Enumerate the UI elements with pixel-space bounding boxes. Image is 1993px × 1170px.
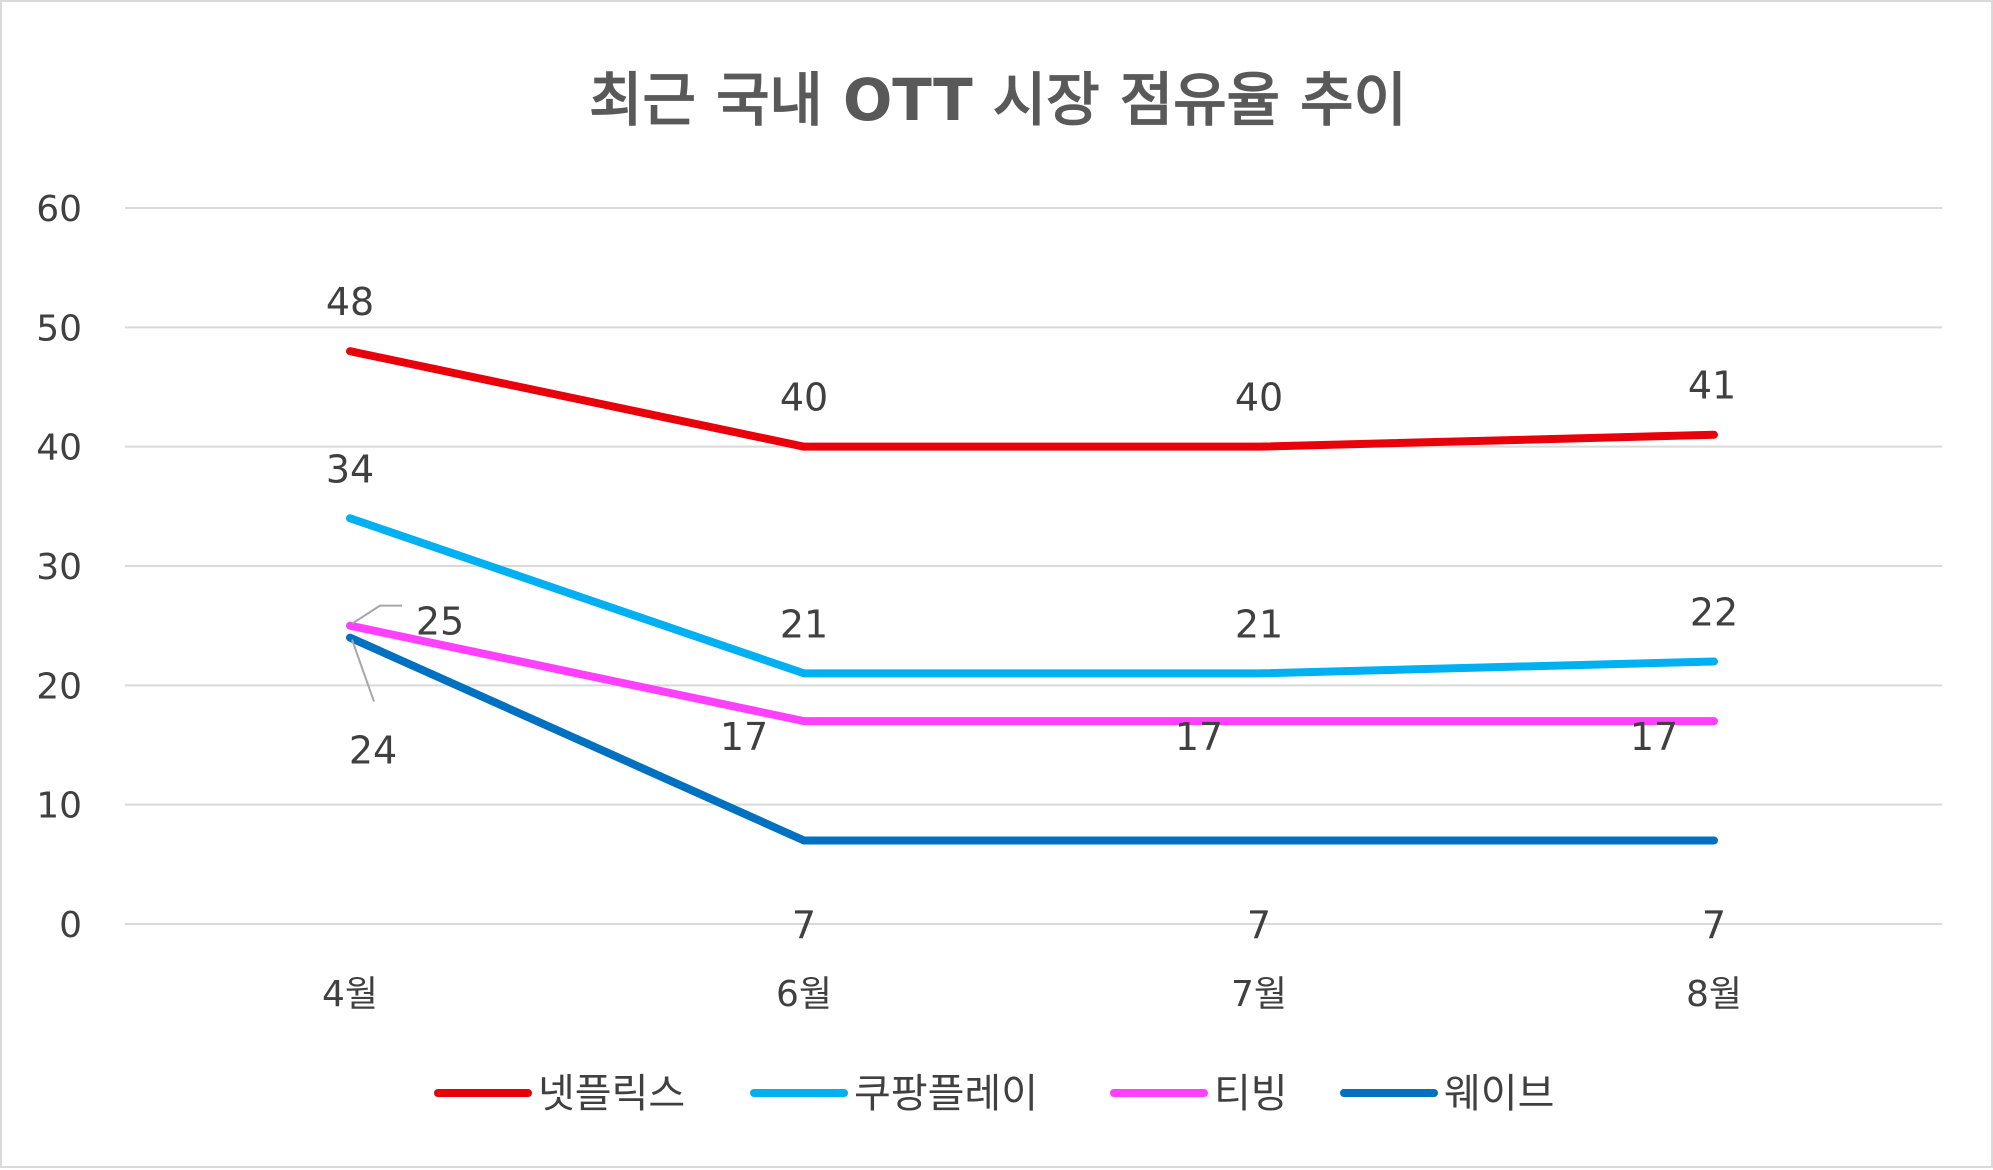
data-labels: 48 40 40 41 34 21 21 22 25 17 17 17 24 7 7 7: [326, 280, 1738, 947]
y-tick-label: 30: [36, 547, 82, 588]
x-tick-label: 8월: [1686, 974, 1742, 1015]
y-tick-label: 60: [36, 189, 82, 230]
data-label: 22: [1690, 590, 1738, 634]
series-line: [346, 633, 1718, 845]
data-label: 7: [1247, 903, 1271, 947]
data-label: 17: [720, 715, 768, 759]
series-lines: [346, 347, 1718, 845]
data-label: 48: [326, 280, 374, 324]
x-tick-label: 4월: [322, 974, 378, 1015]
data-label: 7: [1702, 903, 1726, 947]
data-label: 41: [1688, 364, 1736, 408]
x-tick-label: 7월: [1231, 974, 1287, 1015]
legend-label: 쿠팡플레이: [854, 1071, 1038, 1117]
legend: 넷플릭스 쿠팡플레이 티빙 웨이브: [434, 1071, 1554, 1117]
data-label: 21: [780, 602, 828, 646]
legend-label: 웨이브: [1444, 1071, 1554, 1117]
legend-label: 티빙: [1214, 1071, 1288, 1117]
series-line: [346, 347, 1718, 451]
series-line: [346, 621, 1718, 726]
x-axis-tick-labels: 4월 6월 7월 8월: [322, 974, 1742, 1015]
chart-title: 최근 국내 OTT 시장 점유율 추이: [589, 66, 1407, 134]
y-tick-label: 40: [36, 428, 82, 469]
y-tick-label: 20: [36, 666, 82, 707]
leader-line: [351, 604, 402, 625]
data-label: 17: [1175, 715, 1223, 759]
data-label: 34: [326, 447, 374, 491]
data-label: 21: [1235, 602, 1283, 646]
data-label: 17: [1630, 715, 1678, 759]
data-label: 40: [780, 376, 828, 420]
series-line: [346, 514, 1718, 678]
y-tick-label: 50: [36, 308, 82, 349]
data-label: 24: [349, 729, 397, 773]
y-axis-tick-labels: 0 10 20 30 40 50 60: [36, 189, 82, 946]
data-label: 7: [792, 903, 816, 947]
data-label: 40: [1235, 376, 1283, 420]
y-tick-label: 0: [59, 905, 82, 946]
legend-label: 넷플릭스: [538, 1071, 685, 1117]
y-tick-label: 10: [36, 786, 82, 827]
x-tick-label: 6월: [776, 974, 832, 1015]
leader-line: [351, 639, 375, 702]
data-label: 25: [416, 600, 464, 644]
gridlines: [125, 207, 1942, 925]
